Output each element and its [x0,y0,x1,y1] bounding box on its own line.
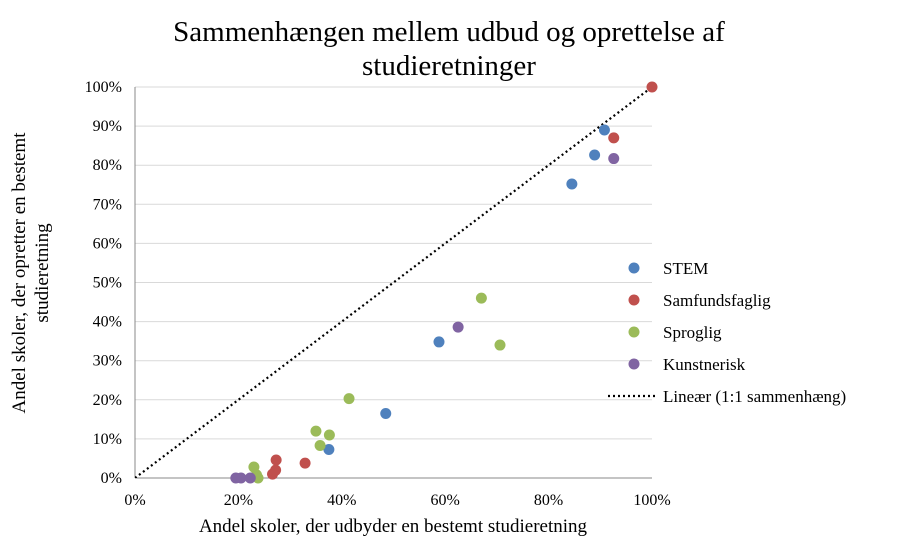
y-tick-label: 30% [93,353,122,370]
legend-label-stem: STEM [663,259,708,278]
point-kunstnerisk [608,153,620,165]
point-samfundsfaglig [299,457,311,469]
data-points [230,81,658,484]
x-tick-label: 60% [431,492,460,509]
point-stem [589,149,601,161]
point-stem [598,124,610,136]
legend: STEM Samfundsfaglig Sproglig Kunstnerisk Lin… [608,259,846,406]
x-tick-label: 40% [327,492,356,509]
legend-marker-samfundsfaglig [628,294,640,306]
point-sproglig [494,339,506,351]
point-samfundsfaglig [270,454,282,466]
point-stem [380,407,392,419]
legend-label-sproglig: Sproglig [663,323,722,342]
chart-title-line-1: Sammenhængen mellem udbud og oprettelse … [173,16,725,48]
point-kunstnerisk [235,472,247,484]
y-tick-label: 80% [93,157,122,174]
x-tick-label: 100% [633,492,670,509]
x-axis-label: Andel skoler, der udbyder en bestemt stu… [199,516,588,537]
legend-marker-sproglig [628,326,640,338]
chart-title-line-2: studieretninger [362,50,536,82]
x-tick-label: 0% [124,492,145,509]
legend-label-samfundsfaglig: Samfundsfaglig [663,291,771,310]
point-sproglig [343,393,355,405]
y-tick-label: 20% [93,392,122,409]
x-tick-label: 20% [224,492,253,509]
tick-labels: 0% 10% 20% 30% 40% 50% 60% 70% 80% 90% 100% 0% 20% 40… [85,79,671,509]
y-axis-label-line-1: Andel skoler, der opretter en bestemt [9,132,30,414]
legend-marker-kunstnerisk [628,358,640,370]
point-sproglig [310,425,322,437]
legend-label-trendline: Lineær (1:1 sammenhæng) [663,387,846,406]
point-samfundsfaglig [270,464,282,476]
point-sproglig [252,472,264,484]
y-tick-label: 50% [93,275,122,292]
y-tick-label: 90% [93,118,122,135]
point-sproglig [323,429,335,441]
point-samfundsfaglig [608,132,620,144]
y-tick-label: 60% [93,235,122,252]
point-stem [566,178,578,190]
y-axis-label-line-2: studieretning [32,223,53,323]
y-tick-label: 70% [93,196,122,213]
point-sproglig [314,440,326,452]
gridlines [135,86,652,440]
point-stem [323,443,335,455]
point-samfundsfaglig [646,81,658,93]
point-stem [433,336,445,348]
y-tick-label: 10% [93,431,122,448]
y-tick-label: 40% [93,314,122,331]
point-kunstnerisk [452,321,464,333]
y-tick-label: 100% [85,79,122,96]
y-tick-label: 0% [101,470,122,487]
legend-label-kunstnerisk: Kunstnerisk [663,355,746,374]
point-kunstnerisk [244,472,256,484]
point-sproglig [475,292,487,304]
x-tick-label: 80% [534,492,563,509]
trendline-1-to-1 [135,87,652,478]
legend-marker-stem [628,262,640,274]
